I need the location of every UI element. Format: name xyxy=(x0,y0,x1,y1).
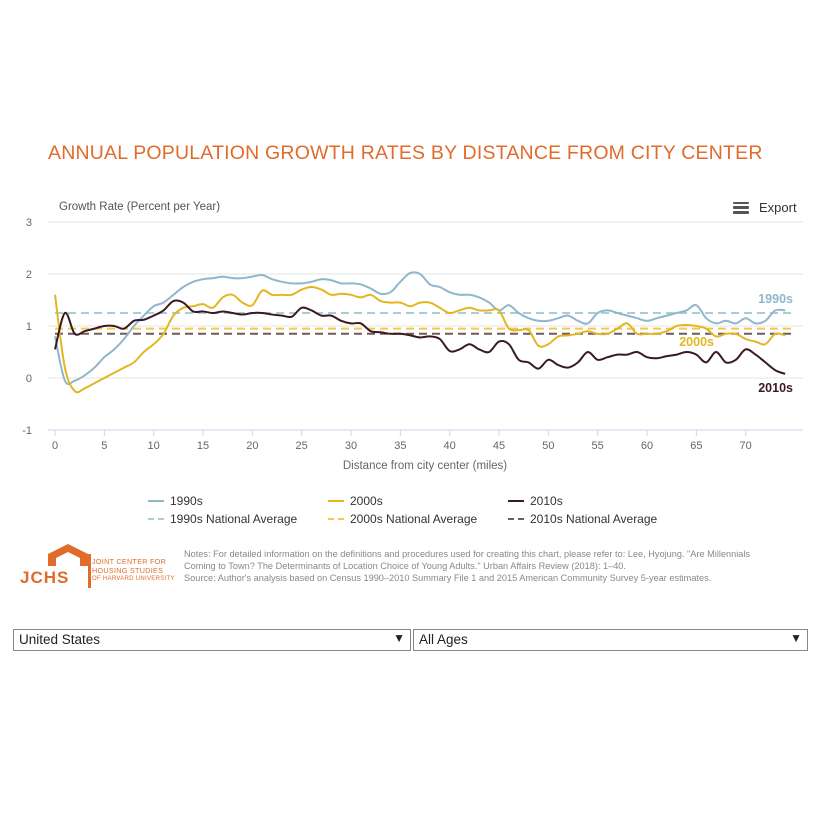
dropdown-arrow-icon: ▼ xyxy=(790,631,802,645)
chart-notes: Notes: For detailed information on the d… xyxy=(184,548,784,584)
x-tick-label: 10 xyxy=(148,440,160,452)
x-tick-label: 25 xyxy=(296,440,308,452)
x-tick-label: 55 xyxy=(592,440,604,452)
end-label-2010s: 2010s xyxy=(758,381,793,395)
x-tick-label: 35 xyxy=(394,440,406,452)
legend-item-2010s-avg[interactable]: 2010s National Average xyxy=(508,512,657,526)
x-tick-label: 70 xyxy=(740,440,752,452)
x-tick-label: 5 xyxy=(101,440,107,452)
x-tick-label: 65 xyxy=(690,440,702,452)
jchs-logo-icon xyxy=(48,544,91,588)
legend-item-1990s[interactable]: 1990s xyxy=(148,494,203,508)
legend-item-1990s-avg[interactable]: 1990s National Average xyxy=(148,512,297,526)
legend-item-2010s[interactable]: 2010s xyxy=(508,494,563,508)
dropdown-arrow-icon: ▼ xyxy=(393,631,405,645)
x-tick-label: 40 xyxy=(444,440,456,452)
series-line-2000s xyxy=(54,286,786,394)
end-label-2000s: 2000s xyxy=(679,335,714,349)
notes-text: Notes: For detailed information on the d… xyxy=(184,549,751,571)
x-tick-label: 0 xyxy=(52,440,58,452)
chart-title: ANNUAL POPULATION GROWTH RATES BY DISTAN… xyxy=(48,142,763,164)
source-text: Source: Author's analysis based on Censu… xyxy=(184,573,712,583)
logo-name: JOINT CENTER FOR HOUSING STUDIES OF HARV… xyxy=(92,557,175,582)
x-tick-label: 60 xyxy=(641,440,653,452)
x-tick-label: 50 xyxy=(542,440,554,452)
logo-abbrev: JCHS xyxy=(20,568,70,587)
legend-item-2000s-avg[interactable]: 2000s National Average xyxy=(328,512,477,526)
y-tick-label: 2 xyxy=(26,269,32,281)
series-line-2010s xyxy=(54,299,786,375)
export-button[interactable]: Export xyxy=(733,200,797,215)
export-label: Export xyxy=(759,200,797,215)
y-tick-label: 0 xyxy=(26,373,32,385)
series-line-1990s xyxy=(54,271,786,386)
y-tick-label: -1 xyxy=(22,425,32,437)
x-tick-label: 15 xyxy=(197,440,209,452)
x-tick-label: 30 xyxy=(345,440,357,452)
article-text: The patterns are different for the young… xyxy=(12,671,732,680)
y-tick-label: 3 xyxy=(26,217,32,229)
y-axis-label: Growth Rate (Percent per Year) xyxy=(59,201,220,213)
legend-item-2000s[interactable]: 2000s xyxy=(328,494,383,508)
end-label-1990s: 1990s xyxy=(758,292,793,306)
y-tick-label: 1 xyxy=(26,321,32,333)
x-tick-label: 45 xyxy=(493,440,505,452)
menu-icon xyxy=(733,201,749,214)
x-axis-label: Distance from city center (miles) xyxy=(343,460,507,472)
x-tick-label: 20 xyxy=(246,440,258,452)
geography-select[interactable]: United States ▼ xyxy=(13,629,411,651)
age-select[interactable]: All Ages ▼ xyxy=(413,629,808,651)
